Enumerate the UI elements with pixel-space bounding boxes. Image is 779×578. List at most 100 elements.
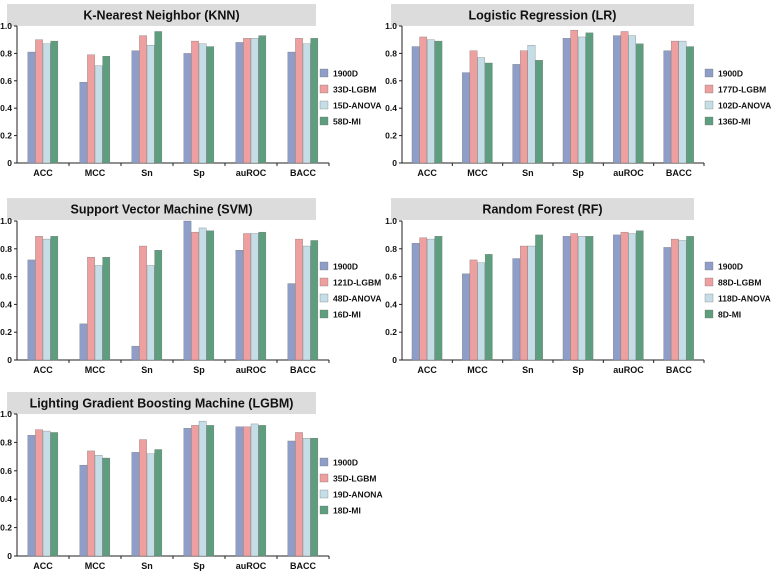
chart4-xtick-label: auROC: [613, 365, 644, 375]
chart3-title-box: [7, 198, 316, 220]
chart1-legend-swatch: [319, 68, 329, 78]
chart1-bar-acc-2: [35, 39, 43, 164]
chart1-legend-label: 33D-LGBM: [333, 85, 376, 95]
chart3-bar-mcc-3: [94, 265, 103, 361]
chart5-bar-mcc-3: [94, 455, 103, 557]
chart4-bar-sp-4: [585, 236, 594, 361]
chart3-legend-label: 16D-MI: [333, 310, 361, 320]
chart4-bar-sn-4: [535, 234, 543, 361]
chart3-legend-swatch: [319, 277, 329, 287]
chart4-bar-auroc-4: [635, 230, 644, 361]
chart3-bar-mcc-2: [87, 256, 95, 361]
chart4-ytick-label: 0.4: [385, 299, 397, 309]
chart5-xtick-label: ACC: [33, 561, 53, 571]
chart3-ytick-label: 0.2: [0, 327, 12, 337]
chart3-bar-sp-3: [198, 227, 207, 361]
chart4-xtick-label: Sn: [522, 365, 534, 375]
chart2-bar-bacc-1: [663, 50, 672, 164]
chart2-legend-swatch: [704, 84, 714, 94]
chart3-legend-swatch: [319, 309, 329, 319]
chart1-xtick-label: ACC: [33, 168, 53, 178]
chart3-bar-auroc-2: [243, 233, 251, 361]
chart3-legend-label: 1900D: [333, 262, 358, 272]
chart3-bar-auroc-1: [235, 250, 244, 361]
chart4-bar-sn-3: [527, 245, 536, 361]
chart1-bar-sn-2: [139, 35, 147, 164]
chart3-xtick-label: MCC: [85, 365, 106, 375]
chart3-bar-sn-4: [154, 250, 163, 361]
chart5-bar-auroc-3: [250, 423, 259, 557]
chart4-ytick-label: 0.8: [385, 244, 397, 254]
chart4-bar-mcc-1: [462, 273, 470, 361]
chart3-ytick-label: 0.8: [0, 244, 12, 254]
chart1-bar-auroc-4: [258, 35, 267, 164]
chart2-xtick-label: Sp: [572, 168, 584, 178]
chart2-legend-label: 177D-LGBM: [718, 85, 766, 95]
chart2-bar-acc-4: [434, 40, 443, 164]
chart2-bar-bacc-4: [686, 46, 694, 164]
chart3-xtick-label: Sp: [193, 365, 205, 375]
chart4-ytick-label: 1.0: [385, 216, 397, 226]
chart2-legend-label: 1900D: [718, 69, 743, 79]
chart3-bar-mcc-1: [79, 323, 88, 361]
chart4-bar-acc-2: [419, 237, 428, 361]
chart2-legend-label: 102D-ANOVA: [718, 101, 771, 111]
chart4-bar-mcc-3: [477, 262, 485, 361]
chart4-bar-bacc-4: [686, 236, 694, 361]
chart5-xtick-label: Sp: [193, 561, 205, 571]
chart4-legend-label: 8D-MI: [718, 310, 741, 320]
chart4-xtick-label: BACC: [666, 365, 692, 375]
chart5-legend-swatch: [319, 473, 329, 483]
chart5-legend-label: 19D-ANONA: [333, 490, 383, 500]
chart2-bar-sp-3: [578, 36, 586, 164]
chart3-ytick-label: 1.0: [0, 216, 12, 226]
chart2-legend-label: 136D-MI: [718, 117, 751, 127]
chart3-bar-acc-2: [35, 236, 43, 361]
chart5-legend-swatch: [319, 489, 329, 499]
chart1-bar-acc-4: [50, 40, 59, 164]
chart3-legend-swatch: [319, 261, 329, 271]
chart2-ytick-label: 0: [392, 158, 397, 168]
chart5-bar-sp-2: [191, 425, 199, 557]
chart3-bar-acc-1: [27, 259, 36, 361]
chart2-bar-sn-4: [535, 60, 543, 164]
chart2-bar-sn-2: [520, 50, 528, 164]
chart3-title: Support Vector Machine (SVM): [71, 203, 253, 217]
chart3-legend-label: 48D-ANOVA: [333, 294, 382, 304]
chart5-bar-bacc-3: [302, 437, 311, 557]
chart1-ytick-label: 0.8: [0, 48, 12, 58]
chart3-bar-sp-4: [206, 230, 215, 361]
chart5-bar-mcc-1: [79, 464, 88, 557]
chart4-ytick-label: 0.6: [385, 272, 397, 282]
chart4-bar-sn-2: [520, 245, 528, 361]
chart5-bar-sp-1: [183, 428, 192, 557]
chart4-ytick-label: 0: [392, 355, 397, 365]
chart5-bar-acc-1: [27, 435, 36, 557]
chart1-bar-mcc-3: [94, 65, 103, 164]
chart5-ytick-label: 0.8: [0, 437, 12, 447]
chart5-ytick-label: 1.0: [0, 409, 12, 419]
chart1-title-box: [7, 4, 316, 26]
chart5-bar-bacc-2: [295, 432, 303, 557]
chart5-legend-label: 18D-MI: [333, 506, 361, 516]
chart5-bar-mcc-2: [87, 450, 95, 557]
chart5-xtick-label: MCC: [85, 561, 106, 571]
chart4-xtick-label: Sp: [572, 365, 584, 375]
chart2-xtick-label: MCC: [467, 168, 488, 178]
chart3-bar-auroc-4: [258, 231, 267, 361]
chart2-xtick-label: Sn: [522, 168, 534, 178]
chart1-xtick-label: BACC: [290, 168, 316, 178]
chart4-ytick-label: 0.2: [385, 327, 397, 337]
chart1-legend-swatch: [319, 100, 329, 110]
chart4-bar-bacc-2: [671, 238, 679, 361]
chart5-title-box: [7, 392, 316, 414]
chart3-legend-label: 121D-LGBM: [333, 278, 381, 288]
chart1-bar-bacc-2: [295, 38, 303, 164]
chart3-bar-acc-3: [42, 238, 51, 361]
chart1-bar-sp-4: [206, 46, 215, 164]
chart4-legend-swatch: [704, 261, 714, 271]
chart1-bar-acc-3: [42, 43, 51, 164]
chart5-bar-auroc-4: [258, 425, 267, 557]
chart4-bar-bacc-3: [678, 240, 687, 361]
